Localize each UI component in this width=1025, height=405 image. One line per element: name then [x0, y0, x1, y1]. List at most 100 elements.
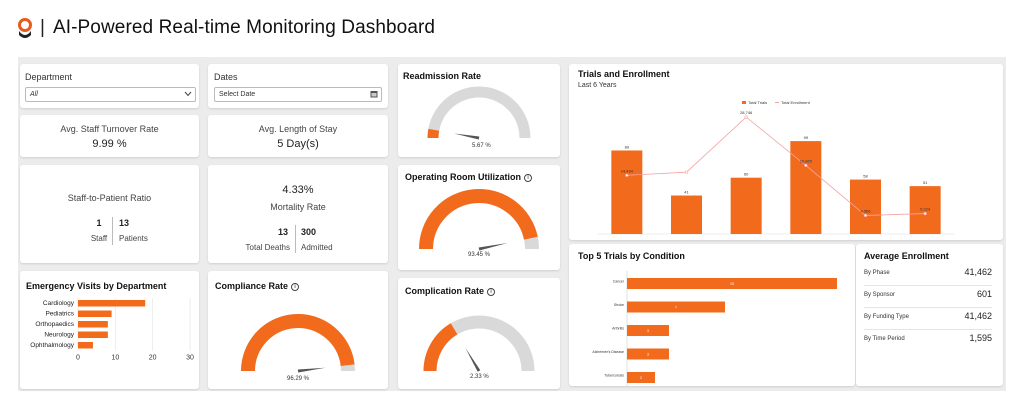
- top-trials-card: Top 5 Trials by Condition Cancer 15 Stroke…: [569, 244, 855, 386]
- mortality-label: Mortality Rate: [270, 202, 326, 212]
- te-line-label: 14,434: [621, 168, 634, 173]
- compliance-title-row: Compliance Rate i: [215, 281, 300, 291]
- ev-category-label: Neurology: [44, 332, 74, 339]
- staff-patient-ratio-card: Staff-to-Patient Ratio 1 Staff 13 Patien…: [20, 165, 199, 263]
- or-utilization-value: 93.45 %: [468, 252, 491, 258]
- emergency-visits-title: Emergency Visits by Department: [26, 281, 167, 291]
- complication-gauge: [423, 315, 535, 372]
- legend-label-enrollment: Total Enrollment: [781, 100, 811, 105]
- avg-enrollment-row-value: 41,462: [964, 267, 992, 277]
- ratio-staff-value: 1: [96, 218, 102, 228]
- admitted-label: Admitted: [301, 243, 333, 252]
- compliance-title: Compliance Rate: [215, 281, 289, 291]
- ratio-patients-label: Patients: [119, 234, 148, 243]
- complication-info-icon[interactable]: i: [487, 287, 496, 296]
- te-line-label: 4,566: [860, 208, 871, 213]
- top-trials-chart: Cancer 15 Stroke 7 Arthritis 3 Alzheimer's Dis…: [592, 271, 837, 386]
- te-bar: [611, 150, 643, 234]
- te-bar: [909, 186, 941, 234]
- te-bar-label: 58: [863, 174, 868, 179]
- page-title: AI-Powered Real-time Monitoring Dashboar…: [52, 17, 436, 38]
- complication-value: 2.33 %: [470, 374, 489, 380]
- avg-enrollment-row-label: By Phase: [864, 270, 890, 276]
- compliance-info-icon[interactable]: i: [291, 282, 300, 291]
- header: | AI-Powered Real-time Monitoring Dashbo…: [16, 12, 435, 44]
- te-bar-label: 99: [804, 135, 809, 140]
- legend-swatch-enrollment: [775, 102, 779, 103]
- legend-label-trials: Total Trials: [748, 100, 767, 105]
- ev-x-tick: 30: [186, 355, 194, 362]
- dashboard-canvas: Department All Dates Select Date Avg. St…: [18, 57, 1006, 391]
- te-line-label: 16,865: [800, 158, 813, 163]
- compliance-gauge: [241, 314, 355, 373]
- tt-bar: [627, 278, 837, 289]
- complication-card: Complication Rate i 2.33 %: [398, 278, 560, 389]
- or-utilization-fill: [419, 189, 538, 250]
- ev-category-label: Orthopaedics: [35, 321, 74, 328]
- ev-bar: [78, 331, 108, 338]
- avg-enrollment-row: By Funding Type 41,462: [864, 308, 992, 330]
- ratio-staff-label: Staff: [90, 234, 108, 243]
- ratio-label: Staff-to-Patient Ratio: [67, 193, 152, 203]
- brand-logo-icon: [18, 18, 32, 38]
- or-utilization-card: Operating Room Utilization i 93.45 %: [398, 165, 560, 270]
- department-label: Department: [25, 72, 73, 82]
- complication-title: Complication Rate: [405, 286, 485, 296]
- compliance-card: Compliance Rate i 96.29 %: [208, 271, 388, 389]
- staff-turnover-label: Avg. Staff Turnover Rate: [60, 124, 159, 134]
- readmission-title: Readmission Rate: [403, 71, 482, 81]
- tt-category-label: Cancer: [613, 280, 625, 284]
- tt-bar: [627, 301, 725, 313]
- header-separator: |: [40, 17, 45, 38]
- or-utilization-needle: [478, 243, 508, 251]
- readmission-needle: [454, 133, 480, 140]
- mortality-card: 4.33% Mortality Rate 13 Total Deaths 300…: [208, 165, 388, 263]
- tt-bar-label: 2: [640, 376, 642, 380]
- te-bar: [730, 177, 762, 234]
- avg-enrollment-row-label: By Time Period: [864, 336, 905, 342]
- te-bar-label: 51: [923, 180, 928, 185]
- ev-x-tick: 0: [76, 355, 80, 362]
- chevron-down-icon: [184, 91, 192, 97]
- te-line-label: 5,024: [920, 207, 931, 212]
- te-bar-label: 60: [744, 172, 749, 177]
- tt-category-label: Stroke: [614, 303, 624, 307]
- dates-filter-card: Dates Select Date: [208, 64, 388, 108]
- tt-bar-label: 15: [730, 282, 734, 286]
- tt-bar: [627, 372, 655, 383]
- tt-bar-label: 3: [647, 329, 649, 333]
- department-filter-card: Department All: [20, 64, 199, 108]
- emergency-visits-chart: 0 10 20 30 Cardiology Pediatrics Orthopaedics N…: [30, 298, 194, 362]
- avg-enrollment-row: By Time Period 1,595: [864, 330, 992, 352]
- trials-enrollment-card: Trials and Enrollment Last 6 Years Total…: [569, 64, 1003, 240]
- ev-x-tick: 10: [111, 355, 119, 362]
- readmission-card: Readmission Rate 5.67 %: [398, 64, 560, 157]
- avg-enrollment-row: By Phase 41,462: [864, 264, 992, 286]
- complication-fill: [423, 323, 458, 372]
- department-select[interactable]: All: [25, 87, 196, 102]
- date-input[interactable]: Select Date: [214, 87, 382, 102]
- avg-enrollment-row-label: By Sponsor: [864, 292, 896, 298]
- mortality-value: 4.33%: [282, 184, 314, 196]
- dates-label: Dates: [214, 72, 238, 82]
- complication-title-row: Complication Rate i: [405, 286, 496, 296]
- te-line-label: 28,746: [740, 110, 753, 115]
- tt-category-label: Tuberculosis: [604, 374, 624, 378]
- te-enrollment-line: [626, 116, 926, 216]
- avg-enrollment-row-label: By Funding Type: [864, 314, 909, 320]
- or-utilization-info-icon[interactable]: i: [524, 173, 532, 182]
- legend-swatch-trials: [742, 101, 746, 104]
- te-bar: [790, 141, 822, 234]
- calendar-icon[interactable]: [370, 90, 378, 98]
- readmission-track: [427, 86, 531, 139]
- te-bar-label: 41: [684, 190, 689, 195]
- department-select-value: All: [30, 91, 38, 98]
- ev-bar: [78, 310, 112, 317]
- te-enrollment-point: [625, 173, 629, 177]
- readmission-value: 5.67 %: [472, 143, 491, 149]
- length-of-stay-card: Avg. Length of Stay 5 Day(s): [208, 115, 388, 157]
- tt-category-label: Alzheimer's Disease: [592, 350, 624, 354]
- ev-category-label: Cardiology: [43, 300, 75, 307]
- avg-enrollment-row-value: 1,595: [969, 333, 992, 343]
- or-utilization-gauge: [419, 189, 539, 251]
